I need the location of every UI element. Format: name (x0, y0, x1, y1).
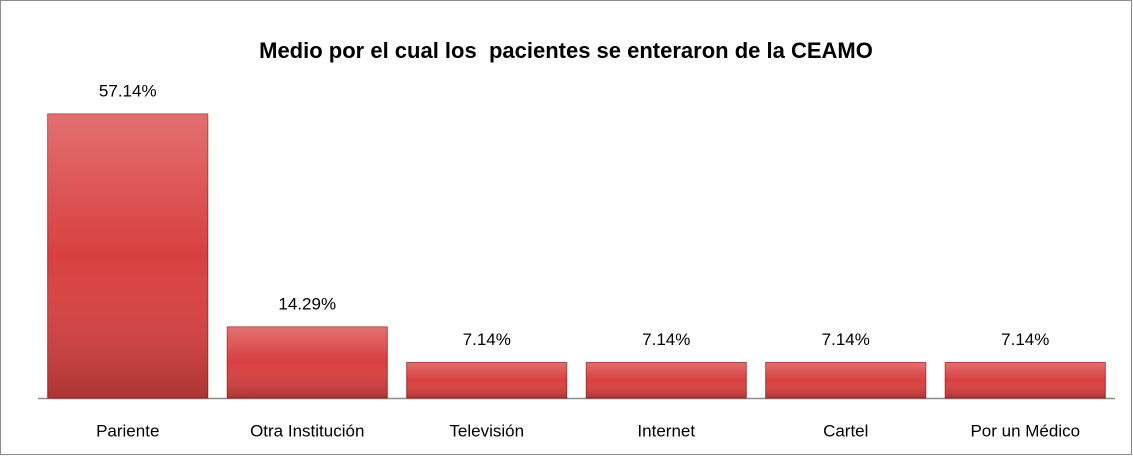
data-label: 7.14% (463, 330, 511, 349)
x-tick-label: Cartel (823, 421, 868, 440)
bar (47, 113, 209, 399)
bar (406, 362, 568, 399)
x-tick-label: Pariente (96, 421, 159, 440)
data-label: 7.14% (822, 330, 870, 349)
x-tick-label: Otra Institución (250, 421, 364, 440)
bar (765, 362, 927, 399)
bar (944, 362, 1106, 399)
data-label: 7.14% (1001, 330, 1049, 349)
data-label: 57.14% (99, 81, 157, 100)
x-tick-label: Internet (637, 421, 695, 440)
x-tick-label: Televisión (449, 421, 524, 440)
bar (585, 362, 747, 399)
bar (226, 326, 388, 399)
data-label: 7.14% (642, 330, 690, 349)
data-label: 14.29% (278, 294, 336, 313)
x-tick-label: Por un Médico (970, 421, 1080, 440)
chart-title: Medio por el cual los pacientes se enter… (259, 38, 873, 63)
